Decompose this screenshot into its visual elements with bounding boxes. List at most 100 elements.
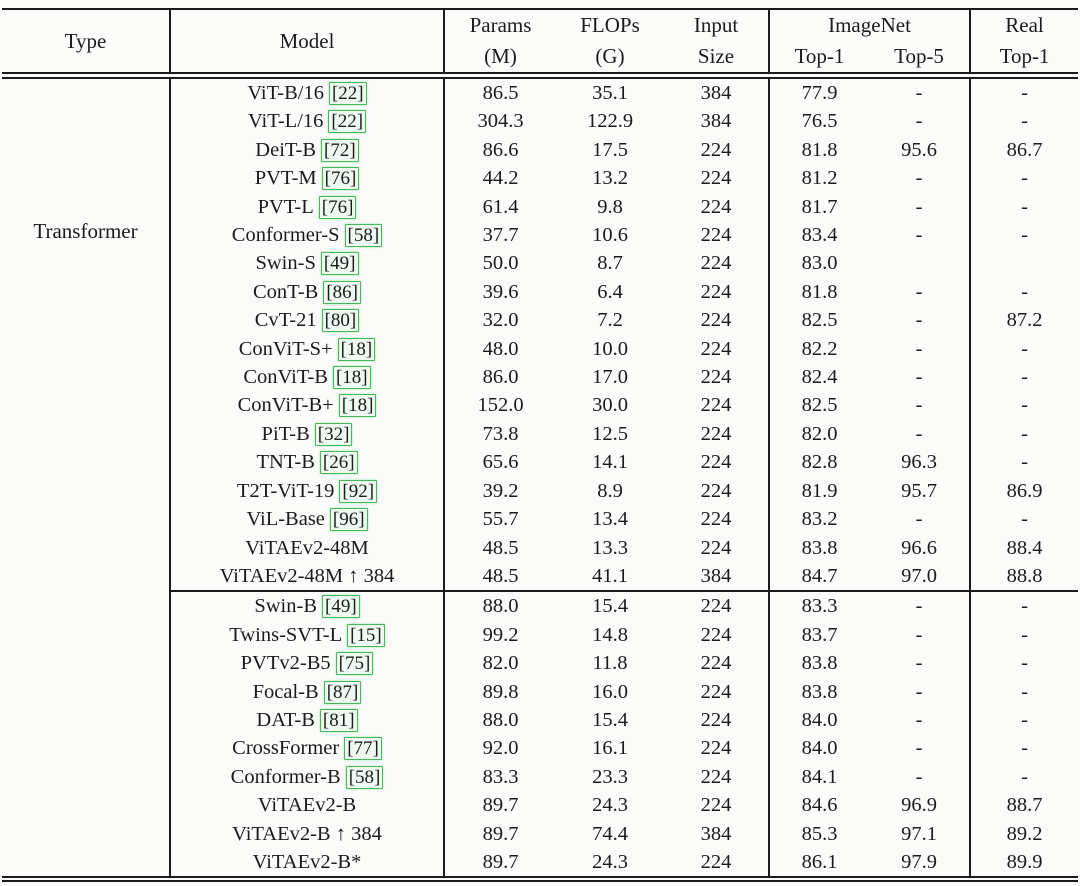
table-row: ConViT-B [18] 86.0 17.0 224 82.4 - - xyxy=(2,363,1078,392)
imagenet-top5-cell: - xyxy=(869,762,972,792)
citation-link[interactable]: [86] xyxy=(323,280,361,304)
input-size-cell: 224 xyxy=(664,306,770,335)
table-row: PVT-L [76] 61.4 9.8 224 81.7 - - xyxy=(2,192,1078,222)
input-size-cell: 224 xyxy=(664,734,770,763)
real-top1-cell: - xyxy=(1021,765,1028,788)
model-cell: ConViT-S+ [18] xyxy=(170,334,445,364)
imagenet-top5-cell: - xyxy=(869,192,972,222)
imagenet-top5-cell: 95.7 xyxy=(869,476,972,506)
imagenet-top1-cell: 84.1 xyxy=(801,765,838,788)
real-top1-cell: - xyxy=(1021,451,1028,474)
imagenet-top5-cell: - xyxy=(869,75,972,108)
col-header-input-line1: Input xyxy=(664,9,770,41)
flops-cell: 13.2 xyxy=(592,167,628,190)
table-row: Twins-SVT-L [15] 99.2 14.8 224 83.7 - - xyxy=(2,620,1078,650)
imagenet-top1-cell: 84.0 xyxy=(801,708,838,731)
imagenet-top5-cell: 95.6 xyxy=(869,135,972,165)
table-row: ConT-B [86] 39.6 6.4 224 81.8 - - xyxy=(2,277,1078,307)
model-cell: CrossFormer [77] xyxy=(170,734,445,763)
params-cell: 86.0 xyxy=(482,366,519,389)
params-cell: 44.2 xyxy=(482,167,519,190)
table-body: Transformer ViT-B/16 [22] 86.5 35.1 384 77.9- -… xyxy=(2,75,1079,883)
imagenet-top5-cell: - xyxy=(869,334,972,364)
imagenet-top5-cell: 96.3 xyxy=(869,448,972,477)
imagenet-top5-cell: - xyxy=(869,677,972,706)
model-name: Conformer-S xyxy=(231,224,340,247)
model-cell: PVTv2-B5 [75] xyxy=(170,649,445,678)
imagenet-top1-cell: 83.8 xyxy=(801,680,838,703)
citation-link[interactable]: [81] xyxy=(319,708,358,732)
citation-link[interactable]: [96] xyxy=(329,508,368,532)
citation-link[interactable]: [26] xyxy=(319,451,358,475)
col-header-params-unit: (M) xyxy=(444,41,556,79)
col-header-real-line2: Top-1 xyxy=(970,41,1079,79)
imagenet-top1-cell: 84.7 xyxy=(801,564,838,587)
params-cell: 48.5 xyxy=(482,564,519,587)
table-row: DeiT-B [72] 86.6 17.5 224 81.8 95.6 86.7 xyxy=(2,135,1078,165)
citation-link[interactable]: [18] xyxy=(337,337,376,361)
input-size-cell: 224 xyxy=(664,533,770,562)
citation-link[interactable]: [75] xyxy=(335,652,374,676)
imagenet-top5-cell: - xyxy=(869,590,972,621)
imagenet-top5-cell: - xyxy=(869,419,972,449)
model-name: ConViT-S+ xyxy=(238,337,333,360)
citation-link[interactable]: [76] xyxy=(318,195,357,219)
imagenet-top5-cell: - xyxy=(869,620,972,650)
imagenet-top1-cell: 83.8 xyxy=(801,652,838,675)
citation-link[interactable]: [72] xyxy=(321,138,359,162)
citation-link[interactable]: [58] xyxy=(344,224,383,248)
table-row: ViTAEv2-48M 48.5 13.3 224 83.8 96.6 88.4 xyxy=(2,533,1078,562)
citation-link[interactable]: [18] xyxy=(338,394,377,418)
params-cell: 86.6 xyxy=(482,138,519,161)
citation-link[interactable]: [76] xyxy=(321,167,360,191)
citation-link[interactable]: [22] xyxy=(328,82,367,105)
citation-link[interactable]: [15] xyxy=(347,623,385,647)
model-cell: ViTAEv2-B xyxy=(170,791,445,820)
input-size-cell: 224 xyxy=(664,221,770,250)
model-cell: PVT-M [76] xyxy=(170,164,445,193)
model-cell: PVT-L [76] xyxy=(170,192,445,222)
citation-link[interactable]: [49] xyxy=(322,595,360,619)
citation-link[interactable]: [32] xyxy=(314,422,353,446)
flops-cell: 122.9 xyxy=(586,110,634,133)
citation-link[interactable]: [80] xyxy=(321,309,360,333)
citation-link[interactable]: [87] xyxy=(323,680,362,704)
model-name: CvT-21 xyxy=(254,309,317,332)
params-cell: 152.0 xyxy=(477,394,524,417)
citation-link[interactable]: [22] xyxy=(328,110,367,134)
input-size-cell: 384 xyxy=(664,75,770,108)
imagenet-top1-cell: 82.4 xyxy=(801,366,838,389)
citation-link[interactable]: [18] xyxy=(332,366,371,390)
table-row: ConViT-S+ [18] 48.0 10.0 224 82.2 - - xyxy=(2,334,1078,364)
imagenet-top5-cell: 97.1 xyxy=(869,819,972,848)
real-top1-cell: - xyxy=(1021,280,1028,303)
flops-cell: 16.1 xyxy=(592,737,628,760)
citation-link[interactable]: [49] xyxy=(320,252,359,276)
imagenet-top5-cell: - xyxy=(869,107,972,136)
flops-cell: 41.1 xyxy=(592,564,628,587)
model-name: PVTv2-B5 xyxy=(240,652,331,675)
col-header-imagenet-group: ImageNet xyxy=(769,9,972,41)
input-size-cell: 224 xyxy=(664,164,770,193)
flops-cell: 15.4 xyxy=(592,708,628,731)
input-size-cell: 224 xyxy=(664,448,770,477)
table-row: Swin-S [49] 50.0 8.7 224 83.0 xyxy=(2,249,1078,278)
model-cell: ViTAEv2-B* xyxy=(170,847,445,883)
model-cell: ViTAEv2-48M xyxy=(170,533,445,562)
model-name: Twins-SVT-L xyxy=(229,623,343,646)
model-cell: Conformer-B [58] xyxy=(170,762,445,792)
citation-link[interactable]: [92] xyxy=(339,479,378,503)
model-cell: Conformer-S [58] xyxy=(170,221,445,250)
model-name: TNT-B xyxy=(256,451,315,474)
input-size-cell: 224 xyxy=(664,391,770,420)
real-top1-cell: - xyxy=(1021,195,1028,218)
citation-link[interactable]: [77] xyxy=(344,737,382,761)
table-row: ViT-L/16 [22] 304.3 122.9 384 76.5 - - xyxy=(2,107,1078,136)
citation-link[interactable]: [58] xyxy=(345,765,384,789)
real-top1-cell: - xyxy=(970,590,1079,621)
params-cell: 50.0 xyxy=(482,252,519,275)
model-name: PVT-L xyxy=(257,195,314,218)
flops-cell: 74.4 xyxy=(592,822,628,845)
params-cell: 89.7 xyxy=(482,794,519,817)
model-cell: CvT-21 [80] xyxy=(170,306,445,335)
